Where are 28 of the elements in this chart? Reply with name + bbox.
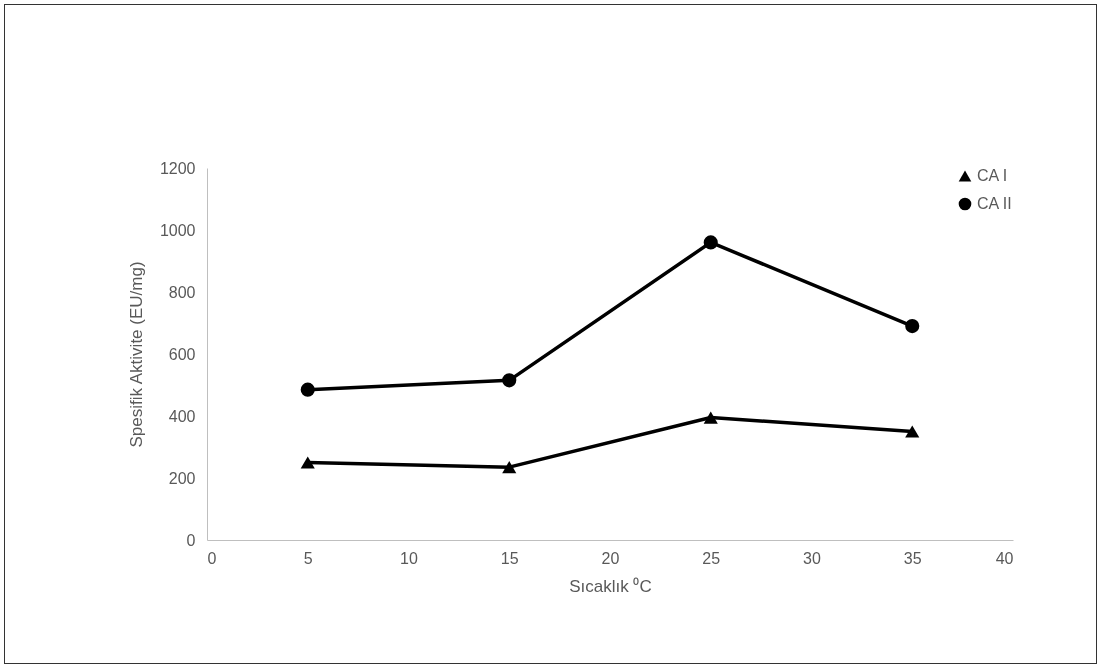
y-tick-label: 0: [186, 531, 196, 549]
point: [300, 382, 315, 397]
x-tick-label: 0: [207, 549, 217, 567]
y-tick-label: 800: [168, 283, 196, 301]
x-tick-label: 30: [803, 549, 821, 567]
x-tick-label: 25: [702, 549, 721, 567]
y-tick-label: 200: [168, 469, 196, 487]
point: [703, 235, 718, 250]
x-tick-label: 20: [601, 549, 620, 567]
point: [905, 425, 920, 438]
y-tick-label: 1000: [159, 221, 196, 239]
point: [703, 411, 718, 424]
point: [502, 373, 517, 388]
legend-label: CA I: [977, 167, 1008, 184]
point: [905, 319, 920, 334]
x-axis-title: Sıcaklık ⁰C: [569, 576, 652, 596]
x-tick-label: 10: [400, 549, 418, 567]
point: [502, 461, 517, 474]
y-tick-label: 400: [168, 407, 196, 425]
y-tick-label: 1200: [159, 159, 196, 177]
point: [300, 456, 315, 469]
x-tick-label: 15: [500, 549, 519, 567]
y-axis-title: Spesifik Aktivite (EU/mg): [126, 261, 146, 448]
y-tick-label: 600: [168, 345, 196, 363]
legend-label: CA II: [977, 195, 1012, 212]
x-tick-label: 5: [303, 549, 313, 567]
x-tick-label: 40: [995, 549, 1014, 567]
x-tick-label: 35: [903, 549, 922, 567]
